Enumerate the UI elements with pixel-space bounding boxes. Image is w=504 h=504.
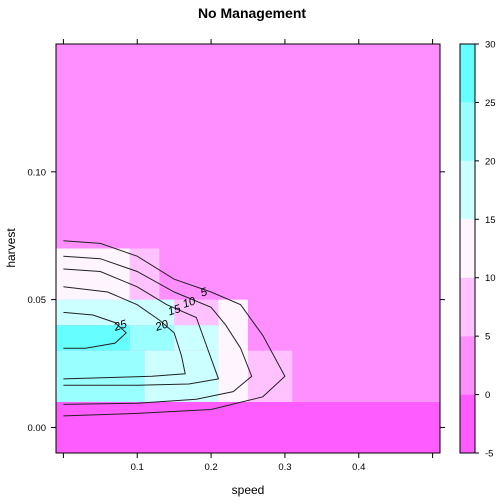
- x-tick-label: 0.2: [204, 462, 217, 473]
- color-key-label: 15: [485, 215, 496, 226]
- contour-line-10: [63, 255, 253, 405]
- color-key-swatch: [460, 336, 475, 395]
- heatmap-cell: [56, 299, 175, 326]
- y-axis-label: harvest: [4, 228, 18, 268]
- chart-title: No Management: [198, 5, 306, 21]
- x-tick-label: 0.4: [352, 462, 365, 473]
- contour-label-25: 25: [112, 318, 129, 334]
- y-tick-label: 0.00: [28, 423, 47, 434]
- contour-label-20: 20: [153, 318, 170, 334]
- contour-line-25: [63, 311, 127, 349]
- color-key-label: 10: [485, 273, 496, 284]
- plot-frame: [55, 43, 441, 454]
- heatmap-cell: [56, 350, 145, 402]
- color-key-swatch: [460, 160, 475, 220]
- contour-line-20: [63, 286, 186, 380]
- heatmap-cell: [248, 350, 293, 402]
- color-key-label: -5: [485, 449, 493, 460]
- color-key-swatch: [460, 44, 475, 103]
- heatmap-cell: [56, 401, 440, 453]
- color-key-swatch: [460, 277, 475, 337]
- color-key-swatch: [460, 102, 475, 161]
- x-tick-label: 0.3: [278, 462, 291, 473]
- x-tick-label: 0.1: [131, 462, 144, 473]
- color-key-swatch: [460, 394, 475, 453]
- color-key-label: 25: [485, 98, 496, 109]
- contour-label-15: 15: [167, 303, 183, 319]
- y-tick-label: 0.10: [28, 167, 47, 178]
- contour-label-10: 10: [181, 295, 197, 311]
- color-key-frame: [459, 43, 476, 454]
- color-key-label: 5: [485, 332, 490, 343]
- contour-label-5: 5: [199, 286, 209, 300]
- x-axis: 0.1 0.2 0.3 0.4: [62, 39, 434, 473]
- contour-lines: [63, 240, 286, 417]
- contour-line-15: [63, 268, 220, 386]
- color-key-swatch: [460, 219, 475, 278]
- color-key-label: 30: [485, 40, 496, 51]
- x-axis-label: speed: [232, 483, 265, 497]
- color-key-label: 20: [485, 156, 496, 167]
- color-key-label: 0: [485, 390, 490, 401]
- y-tick-label: 0.05: [28, 295, 47, 306]
- heatmap-cell: [129, 325, 175, 351]
- heatmap-cells: [56, 44, 440, 453]
- contour-line-5: [63, 240, 286, 417]
- heatmap-cell: [218, 299, 248, 402]
- y-axis: 0.00 0.05 0.10: [28, 167, 445, 434]
- color-key: -5 0 5 10 15 20 25 30: [459, 40, 496, 460]
- heatmap-cell: [129, 248, 160, 300]
- heatmap-cell: [174, 325, 219, 351]
